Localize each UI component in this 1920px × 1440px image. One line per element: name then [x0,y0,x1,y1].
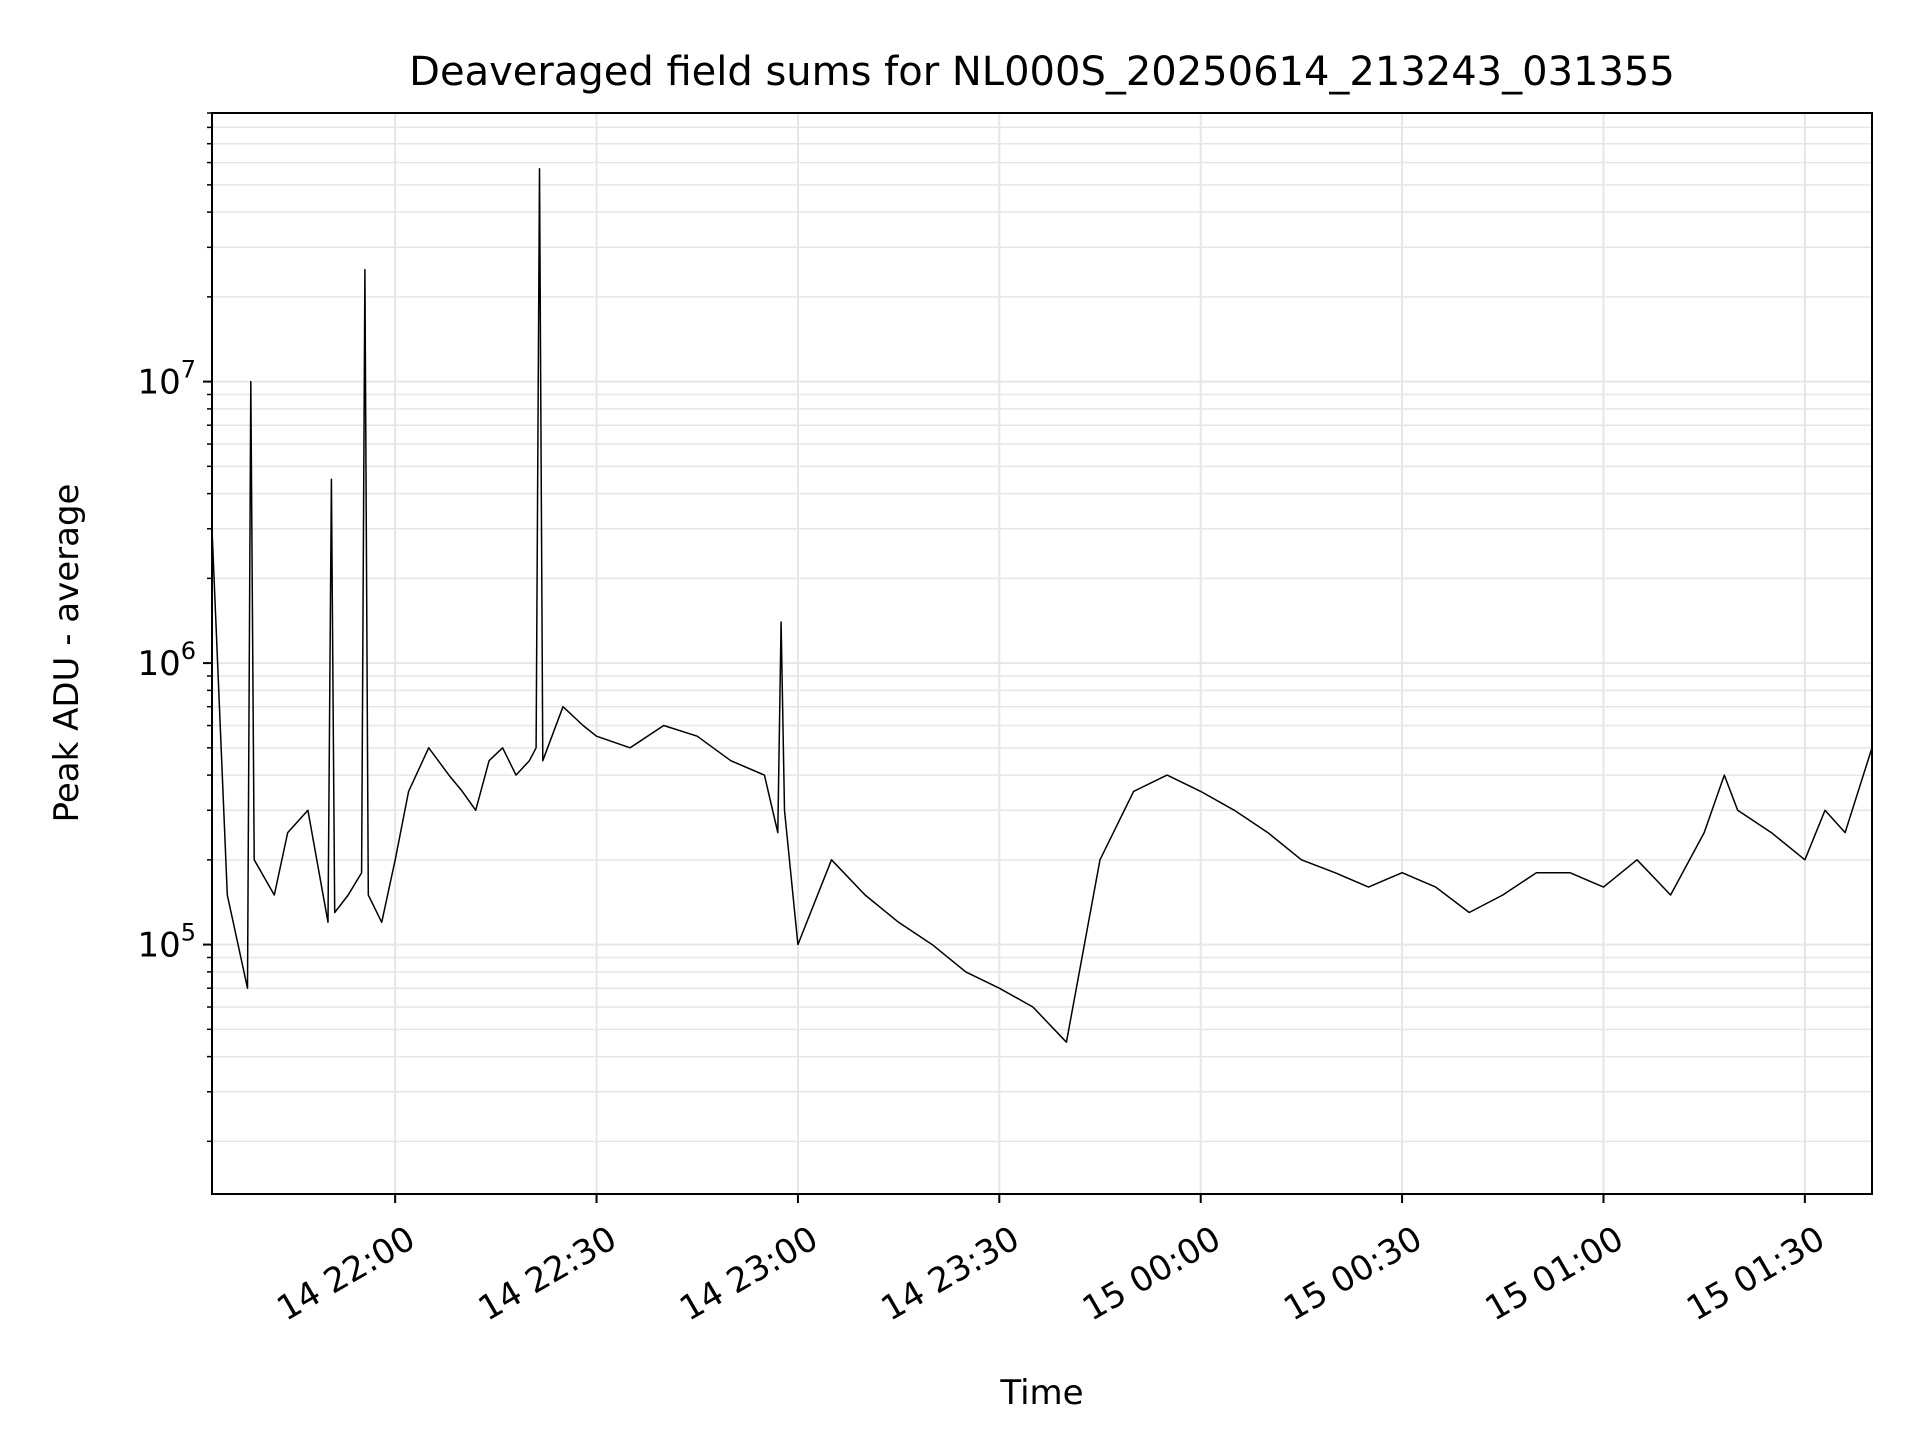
y-tick-base: 10 [137,644,180,684]
y-tick-exponent: 5 [181,919,196,947]
data-layer [211,168,1873,1043]
x-tick-label: 15 00:30 [1277,1219,1429,1330]
y-tick-label: 105 [137,919,196,966]
y-tick-label: 107 [137,356,196,403]
x-tick-label: 15 01:00 [1479,1219,1631,1330]
x-tick-label: 14 22:30 [472,1219,624,1330]
grid-layer [212,112,1872,1194]
x-tick-label: 14 22:00 [270,1219,422,1330]
x-tick-label: 15 00:00 [1076,1219,1228,1330]
x-tick-label: 14 23:00 [673,1219,825,1330]
tick-layer: 14 22:00 14 22:30 14 23:00 14 23:30 15 00:00… [137,112,1832,1330]
y-tick-exponent: 6 [181,637,196,665]
y-tick-base: 10 [137,926,180,966]
x-axis-label: Time [999,1373,1083,1413]
y-tick-base: 10 [137,363,180,403]
series-line [211,168,1873,1043]
chart-title: Deaveraged field sums for NL000S_2025061… [409,49,1675,95]
plot-frame [211,112,1873,1195]
y-tick-label: 106 [137,637,196,684]
y-axis-label: Peak ADU - average [47,484,87,823]
x-tick-label: 15 01:30 [1680,1219,1832,1330]
y-tick-exponent: 7 [181,356,196,384]
x-tick-label: 14 23:30 [875,1219,1027,1330]
